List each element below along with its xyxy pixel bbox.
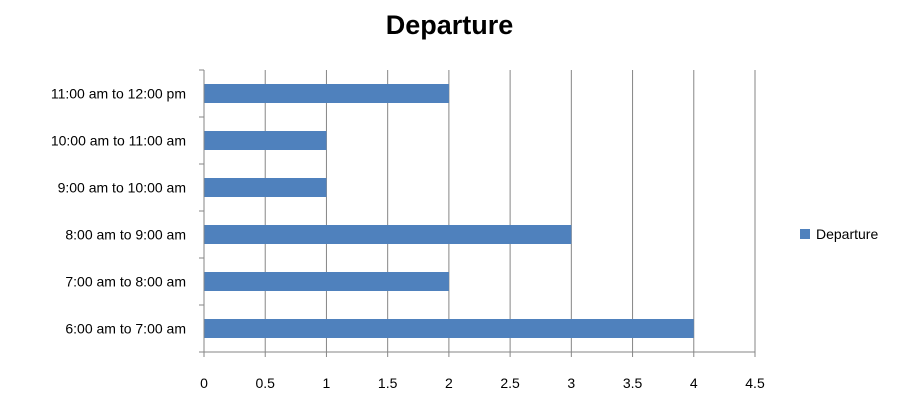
y-tick-label: 10:00 am to 11:00 am (51, 133, 186, 149)
legend: Departure (800, 226, 878, 242)
legend-label: Departure (816, 226, 879, 242)
x-tick-label: 4.5 (745, 375, 765, 391)
x-tick-label: 2.5 (500, 375, 520, 391)
x-tick-label: 3.5 (623, 375, 643, 391)
x-tick-label: 1.5 (378, 375, 398, 391)
bar (204, 84, 449, 103)
chart-title: Departure (385, 10, 514, 40)
y-tick-label: 6:00 am to 7:00 am (65, 321, 186, 337)
bar (204, 272, 449, 291)
bar (204, 319, 694, 338)
y-tick-label: 7:00 am to 8:00 am (65, 274, 186, 290)
x-tick-label: 2 (445, 375, 453, 391)
x-tick-label: 0.5 (255, 375, 275, 391)
bar (204, 225, 572, 244)
x-tick-label: 3 (567, 375, 575, 391)
x-tick-label: 4 (690, 375, 698, 391)
legend-swatch (800, 229, 810, 239)
bar (204, 178, 327, 197)
y-tick-label: 11:00 am to 12:00 pm (51, 86, 186, 102)
bar (204, 131, 327, 150)
y-tick-label: 8:00 am to 9:00 am (65, 227, 186, 243)
y-tick-label: 9:00 am to 10:00 am (58, 180, 186, 196)
x-tick-label: 1 (323, 375, 331, 391)
x-tick-label: 0 (200, 375, 208, 391)
